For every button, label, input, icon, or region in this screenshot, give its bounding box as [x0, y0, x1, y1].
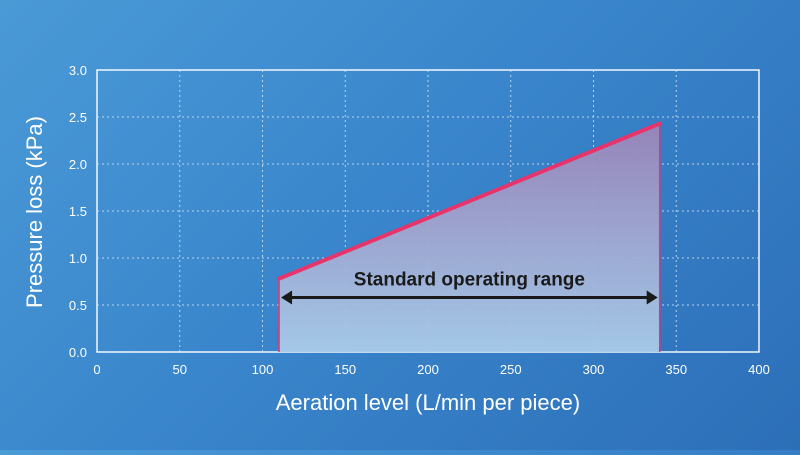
y-tick-label: 0.5: [69, 298, 87, 313]
y-tick-label: 3.0: [69, 63, 87, 78]
y-tick-label: 1.0: [69, 251, 87, 266]
x-tick-label: 150: [334, 362, 356, 377]
x-tick-label: 250: [500, 362, 522, 377]
x-tick-label: 200: [417, 362, 439, 377]
x-tick-label: 300: [583, 362, 605, 377]
x-tick-label: 100: [252, 362, 274, 377]
operating-area-fill: [279, 124, 660, 352]
y-tick-label: 2.5: [69, 110, 87, 125]
x-axis-label: Aeration level (L/min per piece): [276, 390, 580, 415]
y-tick-label: 0.0: [69, 345, 87, 360]
x-tick-label: 400: [748, 362, 770, 377]
x-tick-label: 0: [93, 362, 100, 377]
x-tick-label: 50: [173, 362, 187, 377]
y-tick-label: 2.0: [69, 157, 87, 172]
y-axis-label: Pressure loss (kPa): [22, 116, 47, 308]
standard-operating-range-label: Standard operating range: [354, 269, 585, 290]
x-tick-label: 350: [665, 362, 687, 377]
y-tick-label: 1.5: [69, 204, 87, 219]
